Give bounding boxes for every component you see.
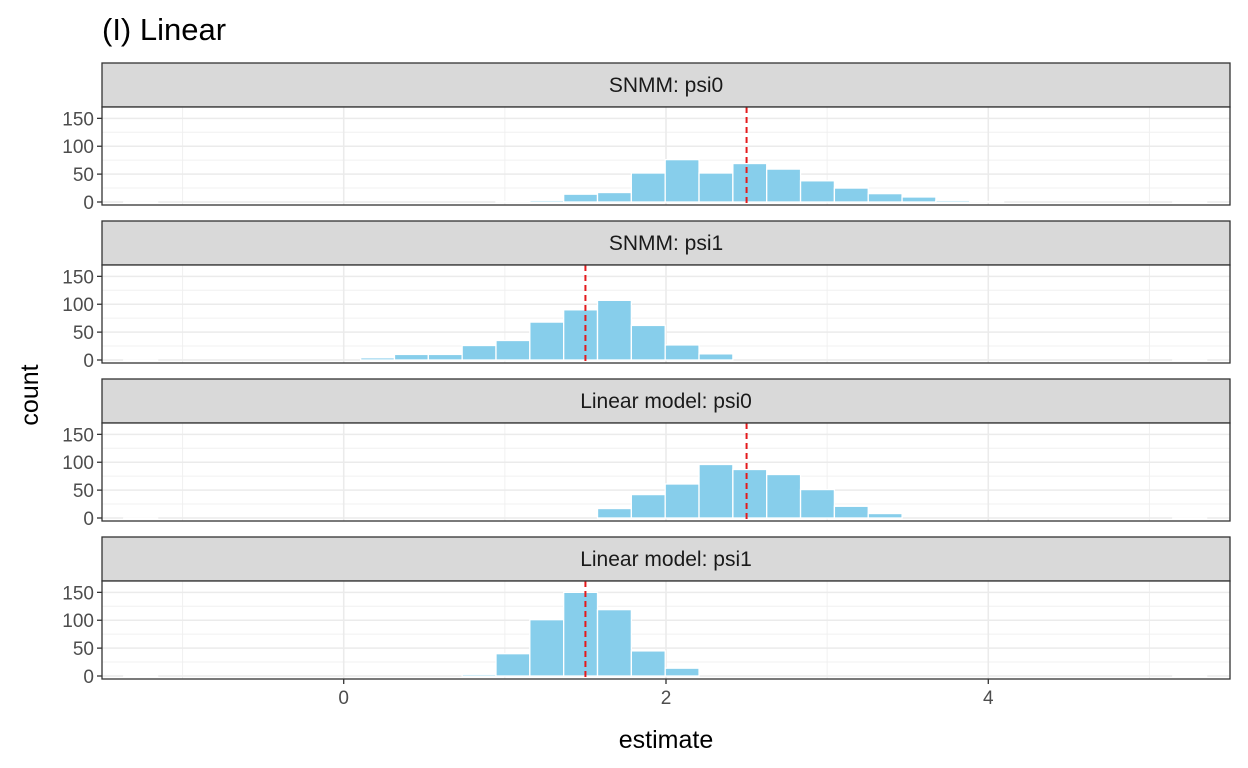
histogram-bar: [1172, 201, 1208, 204]
y-tick-label: 50: [73, 323, 94, 344]
y-tick-label: 150: [62, 109, 94, 130]
x-tick-label: 0: [338, 688, 349, 709]
histogram-bar: [123, 359, 159, 362]
x-axis: 0 2 4: [338, 679, 994, 709]
facet-panel-2: SNMM: psi1 0 50 100 150: [62, 220, 1231, 372]
histogram-bar: [698, 353, 734, 361]
y-tick-label: 50: [73, 481, 94, 502]
y-tick-label: 150: [62, 583, 94, 604]
histogram-bar: [1172, 359, 1208, 362]
facet-strip-label: SNMM: psi0: [609, 74, 723, 97]
histogram-bar: [596, 299, 633, 361]
histogram-bar: [664, 667, 700, 677]
facet-strip: [101, 536, 1231, 582]
histogram-bar: [833, 505, 869, 519]
y-tick-label: 100: [62, 295, 94, 316]
x-tick-label: 2: [661, 688, 672, 709]
x-tick-label: 4: [983, 688, 994, 709]
histogram-bar: [799, 180, 836, 203]
histogram-bar: [935, 199, 971, 203]
histogram-bar: [461, 344, 497, 361]
histogram-bar: [799, 488, 836, 519]
facet-strip-label: Linear model: psi0: [580, 390, 752, 413]
histogram-bar: [732, 468, 768, 519]
panel-border: [101, 106, 1231, 206]
histogram-bar: [698, 172, 734, 203]
y-tick-label: 100: [62, 611, 94, 632]
histogram-bar: [630, 650, 666, 677]
y-tick-label: 0: [83, 351, 94, 372]
histogram-bar: [1172, 517, 1208, 520]
histogram-bar: [563, 193, 599, 203]
facet-strip: [101, 378, 1231, 424]
histogram-bar: [867, 512, 903, 519]
histogram-bar: [495, 200, 531, 203]
y-tick-label: 0: [83, 509, 94, 530]
histogram-bar: [596, 507, 633, 519]
facet-strip-label: SNMM: psi1: [609, 232, 723, 255]
facet-strip: [101, 62, 1231, 108]
histogram-bar: [969, 200, 1005, 203]
facet-strip: [101, 220, 1231, 266]
histogram-bar: [901, 196, 937, 203]
histogram-bar: [563, 309, 599, 361]
facet-panel-3: Linear model: psi0 0 50 100 150: [62, 378, 1231, 530]
histogram-bar: [698, 463, 734, 519]
histogram-bar: [529, 321, 565, 361]
histogram-bar: [664, 483, 700, 519]
histogram-bar: [630, 324, 666, 361]
histogram-bar: [123, 517, 159, 520]
y-tick-label: 0: [83, 193, 94, 214]
histogram-bar: [461, 673, 497, 677]
histogram-bar: [529, 619, 565, 677]
y-tick-label: 0: [83, 667, 94, 688]
histogram-bar: [563, 591, 599, 677]
x-axis-title: estimate: [619, 726, 713, 754]
facet-strip-label: Linear model: psi1: [580, 548, 752, 571]
histogram-bar: [123, 201, 159, 204]
histogram-bar: [833, 187, 869, 203]
histogram-bar: [495, 653, 531, 677]
y-tick-label: 100: [62, 137, 94, 158]
histogram-bar: [427, 353, 463, 361]
histogram-bar: [495, 339, 531, 361]
histogram-bar: [123, 675, 159, 678]
facet-panel-1: SNMM: psi0 0 50 100 150: [62, 62, 1231, 214]
panel-border: [101, 422, 1231, 522]
y-tick-label: 50: [73, 165, 94, 186]
histogram-bar: [867, 192, 903, 203]
y-tick-label: 100: [62, 453, 94, 474]
histogram-bar: [766, 473, 802, 519]
histogram-bar: [596, 608, 633, 677]
y-tick-label: 50: [73, 639, 94, 660]
histogram-bar: [1172, 675, 1208, 678]
y-axis-title: count: [16, 364, 44, 425]
histogram-bar: [393, 353, 429, 361]
facet-panel-4: Linear model: psi1 0 50 100 150: [62, 536, 1231, 688]
panel-border: [101, 264, 1231, 364]
y-tick-label: 150: [62, 267, 94, 288]
histogram-bar: [630, 172, 666, 203]
histogram-bar: [359, 357, 396, 361]
histogram-bar: [664, 158, 700, 203]
histogram-bar: [630, 493, 666, 519]
histogram-bar: [664, 344, 700, 361]
chart-title: (I) Linear: [102, 12, 226, 47]
histogram-bar: [766, 168, 802, 203]
histogram-bar: [596, 191, 633, 203]
y-tick-label: 150: [62, 425, 94, 446]
histogram-bar: [529, 199, 565, 203]
histogram-bar: [732, 162, 768, 203]
